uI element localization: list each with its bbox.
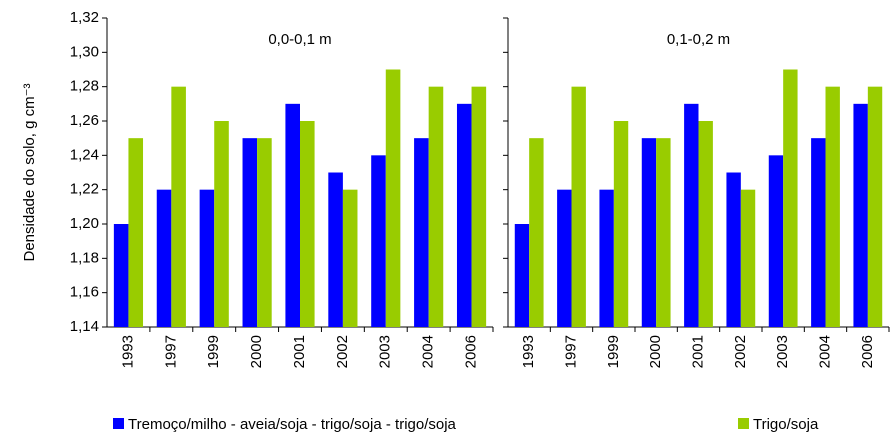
bar [171,86,186,328]
bar [768,155,784,327]
y-tick-label: 1,26 [70,112,99,129]
bar [128,138,144,327]
bar [300,121,315,327]
x-tick-label: 2004 [420,335,437,368]
x-tick-label: 1993 [119,335,136,368]
bar [684,103,699,327]
bar [599,189,614,327]
bar [156,189,172,327]
bar [529,138,544,327]
bar [428,86,444,328]
x-tick-label: 2000 [647,335,664,368]
bar [414,138,429,327]
bar [328,172,343,327]
x-tick-label: 2006 [463,335,480,368]
x-tick-label: 2001 [689,335,706,368]
bar [557,189,572,327]
bar [783,69,798,327]
y-tick-label: 1,20 [70,215,99,232]
bar [613,121,629,327]
bar [811,138,826,327]
y-tick-label: 1,30 [70,43,99,60]
y-tick-label: 1,22 [70,181,99,198]
x-tick-label: 1999 [205,335,222,368]
y-tick-label: 1,18 [70,249,99,266]
bar [853,103,868,327]
x-tick-label: 2004 [816,335,833,368]
bar [740,189,756,327]
x-tick-label: 1993 [520,335,537,368]
panel-title: 0,1-0,2 m [667,31,730,48]
bar [698,121,713,327]
bar [456,103,472,327]
bar [571,86,586,328]
y-tick-label: 1,28 [70,78,99,95]
y-tick-label: 1,24 [70,146,99,163]
x-tick-label: 2003 [377,335,394,368]
y-axis-label: Densidade do solo, g cm⁻³ [21,83,38,261]
bar [113,224,129,327]
bar [726,172,741,327]
bar [214,121,229,327]
x-tick-label: 2002 [732,335,749,368]
bar [242,138,258,327]
y-tick-label: 1,16 [70,284,99,301]
x-tick-label: 1997 [162,335,179,368]
bar [641,138,657,327]
bar [342,189,358,327]
bar [825,86,840,328]
panel-title: 0,0-0,1 m [268,31,331,48]
x-tick-label: 2001 [291,335,308,368]
legend-swatch [738,418,749,429]
y-tick-label: 1,32 [70,9,99,26]
x-tick-label: 2000 [248,335,265,368]
y-tick-label: 1,14 [70,318,99,335]
x-tick-label: 2002 [334,335,351,368]
legend-label: Trigo/soja [753,416,819,433]
legend-swatch [113,418,124,429]
bar [471,86,487,328]
x-tick-label: 2006 [859,335,876,368]
x-tick-label: 1997 [562,335,579,368]
bar [371,155,386,327]
legend-label: Tremoço/milho - aveia/soja - trigo/soja … [128,416,457,433]
bar [257,138,272,327]
x-tick-label: 2003 [774,335,791,368]
bar [656,138,671,327]
bar [867,86,883,328]
x-tick-label: 1999 [605,335,622,368]
bar [285,103,300,327]
bar [514,224,530,327]
bar [385,69,401,327]
bar [199,189,215,327]
